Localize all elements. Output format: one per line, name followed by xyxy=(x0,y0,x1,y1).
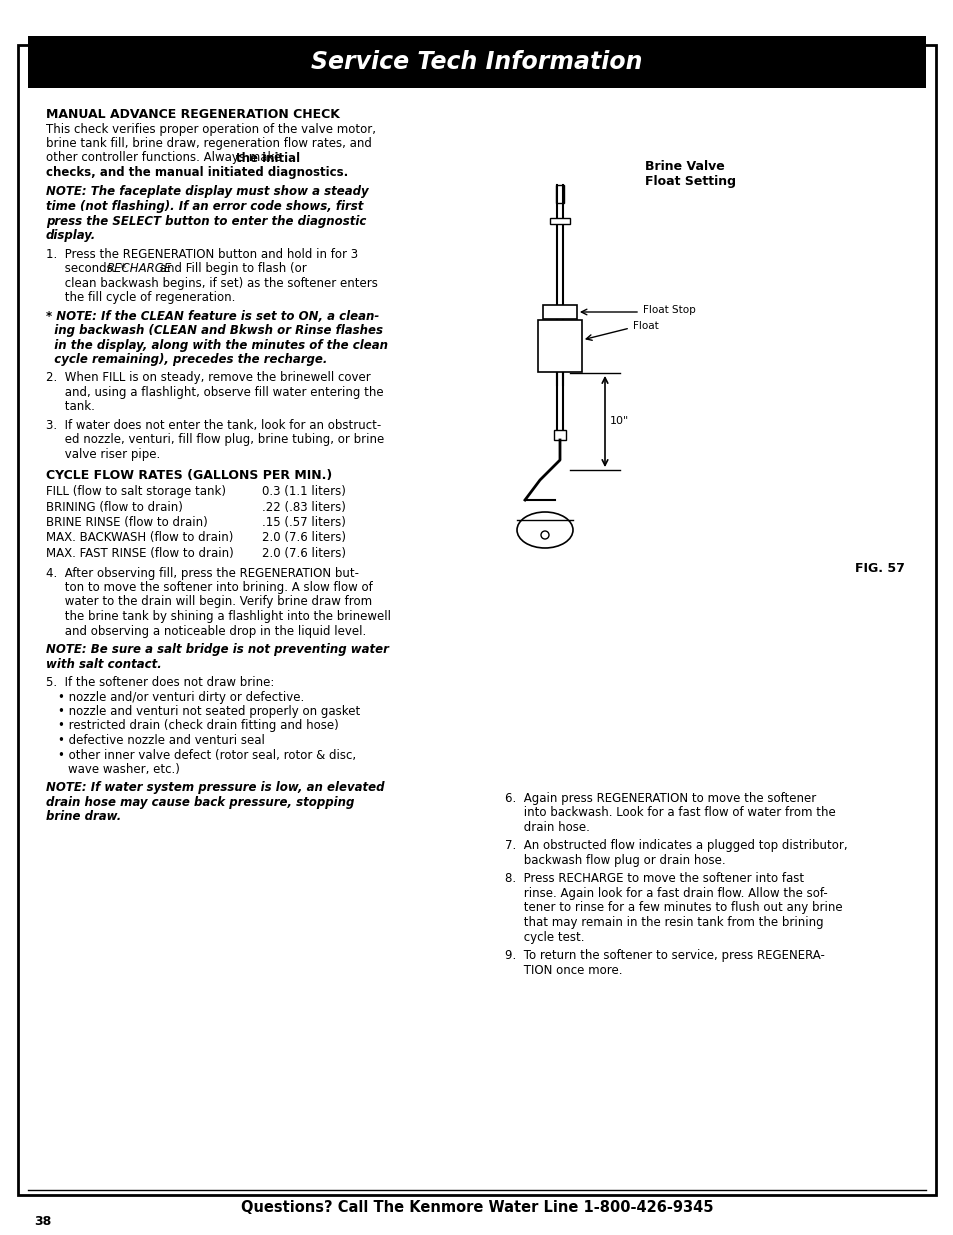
Circle shape xyxy=(540,531,548,538)
Text: Brine Valve
Float Setting: Brine Valve Float Setting xyxy=(644,161,735,188)
Text: 7.  An obstructed flow indicates a plugged top distributor,: 7. An obstructed flow indicates a plugge… xyxy=(504,840,846,852)
Text: wave washer, etc.): wave washer, etc.) xyxy=(68,763,180,776)
Text: drain hose.: drain hose. xyxy=(504,821,589,834)
Text: Service Tech Information: Service Tech Information xyxy=(311,49,642,74)
Text: ton to move the softener into brining. A slow flow of: ton to move the softener into brining. A… xyxy=(46,580,373,594)
Text: with salt contact.: with salt contact. xyxy=(46,657,162,671)
Text: • nozzle and/or venturi dirty or defective.: • nozzle and/or venturi dirty or defecti… xyxy=(58,690,304,704)
Text: clean backwash begins, if set) as the softener enters: clean backwash begins, if set) as the so… xyxy=(46,277,377,289)
Text: MAX. FAST RINSE (flow to drain): MAX. FAST RINSE (flow to drain) xyxy=(46,547,233,559)
Text: 0.3 (1.1 liters): 0.3 (1.1 liters) xyxy=(262,485,346,498)
Text: • other inner valve defect (rotor seal, rotor & disc,: • other inner valve defect (rotor seal, … xyxy=(58,748,355,762)
Text: brine draw.: brine draw. xyxy=(46,810,121,824)
Text: 8.  Press RECHARGE to move the softener into fast: 8. Press RECHARGE to move the softener i… xyxy=(504,872,803,885)
Text: 10": 10" xyxy=(609,416,629,426)
Text: MAX. BACKWASH (flow to drain): MAX. BACKWASH (flow to drain) xyxy=(46,531,233,545)
Text: 1.  Press the REGENERATION button and hold in for 3: 1. Press the REGENERATION button and hol… xyxy=(46,247,357,261)
Text: cycle remaining), precedes the recharge.: cycle remaining), precedes the recharge. xyxy=(46,353,327,366)
Text: ed nozzle, venturi, fill flow plug, brine tubing, or brine: ed nozzle, venturi, fill flow plug, brin… xyxy=(46,433,384,447)
Text: into backwash. Look for a fast flow of water from the: into backwash. Look for a fast flow of w… xyxy=(504,806,835,820)
Text: 4.  After observing fill, press the REGENERATION but-: 4. After observing fill, press the REGEN… xyxy=(46,567,358,579)
Text: brine tank fill, brine draw, regeneration flow rates, and: brine tank fill, brine draw, regeneratio… xyxy=(46,137,372,149)
Text: NOTE: The faceplate display must show a steady: NOTE: The faceplate display must show a … xyxy=(46,185,368,199)
Text: the fill cycle of regeneration.: the fill cycle of regeneration. xyxy=(46,291,235,304)
Text: 38: 38 xyxy=(34,1215,51,1228)
Bar xyxy=(28,36,925,88)
Text: NOTE: If water system pressure is low, an elevated: NOTE: If water system pressure is low, a… xyxy=(46,782,384,794)
Text: FIG. 57: FIG. 57 xyxy=(854,562,904,576)
Text: 9.  To return the softener to service, press REGENERA-: 9. To return the softener to service, pr… xyxy=(504,948,824,962)
Text: display.: display. xyxy=(46,228,96,242)
Text: 5.  If the softener does not draw brine:: 5. If the softener does not draw brine: xyxy=(46,676,274,689)
Text: ing backwash (CLEAN and Bkwsh or Rinse flashes: ing backwash (CLEAN and Bkwsh or Rinse f… xyxy=(46,324,382,337)
Text: cycle test.: cycle test. xyxy=(504,930,584,944)
Text: and Fill begin to flash (or: and Fill begin to flash (or xyxy=(156,262,307,275)
Text: Questions? Call The Kenmore Water Line 1-800-426-9345: Questions? Call The Kenmore Water Line 1… xyxy=(240,1200,713,1215)
Text: and observing a noticeable drop in the liquid level.: and observing a noticeable drop in the l… xyxy=(46,625,366,637)
Text: RECHARGE: RECHARGE xyxy=(107,262,172,275)
Text: tener to rinse for a few minutes to flush out any brine: tener to rinse for a few minutes to flus… xyxy=(504,902,841,914)
Text: • nozzle and venturi not seated properly on gasket: • nozzle and venturi not seated properly… xyxy=(58,705,360,718)
Text: tank.: tank. xyxy=(46,400,94,414)
Text: that may remain in the resin tank from the brining: that may remain in the resin tank from t… xyxy=(504,916,822,929)
Text: • restricted drain (check drain fitting and hose): • restricted drain (check drain fitting … xyxy=(58,720,338,732)
Text: press the SELECT button to enter the diagnostic: press the SELECT button to enter the dia… xyxy=(46,215,366,227)
Text: FILL (flow to salt storage tank): FILL (flow to salt storage tank) xyxy=(46,485,226,498)
Bar xyxy=(550,219,569,224)
Text: NOTE: Be sure a salt bridge is not preventing water: NOTE: Be sure a salt bridge is not preve… xyxy=(46,643,389,656)
Text: BRINING (flow to drain): BRINING (flow to drain) xyxy=(46,500,183,514)
Text: time (not flashing). If an error code shows, first: time (not flashing). If an error code sh… xyxy=(46,200,363,212)
Text: 2.0 (7.6 liters): 2.0 (7.6 liters) xyxy=(262,547,346,559)
Text: • defective nozzle and venturi seal: • defective nozzle and venturi seal xyxy=(58,734,265,747)
Text: Float Stop: Float Stop xyxy=(642,305,695,315)
Text: rinse. Again look for a fast drain flow. Allow the sof-: rinse. Again look for a fast drain flow.… xyxy=(504,887,827,900)
Text: water to the drain will begin. Verify brine draw from: water to the drain will begin. Verify br… xyxy=(46,595,372,609)
Bar xyxy=(556,185,563,203)
Text: backwash flow plug or drain hose.: backwash flow plug or drain hose. xyxy=(504,853,725,867)
Text: in the display, along with the minutes of the clean: in the display, along with the minutes o… xyxy=(46,338,388,352)
Text: seconds. *: seconds. * xyxy=(46,262,126,275)
Text: and, using a flashlight, observe fill water entering the: and, using a flashlight, observe fill wa… xyxy=(46,387,383,399)
Text: * NOTE: If the CLEAN feature is set to ON, a clean-: * NOTE: If the CLEAN feature is set to O… xyxy=(46,310,379,322)
Text: .15 (.57 liters): .15 (.57 liters) xyxy=(262,516,346,529)
Text: other controller functions. Always make: other controller functions. Always make xyxy=(46,152,285,164)
Text: the initial: the initial xyxy=(235,152,300,164)
Text: This check verifies proper operation of the valve motor,: This check verifies proper operation of … xyxy=(46,122,375,136)
Text: Float: Float xyxy=(633,321,659,331)
Text: the brine tank by shining a flashlight into the brinewell: the brine tank by shining a flashlight i… xyxy=(46,610,391,622)
Text: BRINE RINSE (flow to drain): BRINE RINSE (flow to drain) xyxy=(46,516,208,529)
Bar xyxy=(542,305,577,319)
Text: CYCLE FLOW RATES (GALLONS PER MIN.): CYCLE FLOW RATES (GALLONS PER MIN.) xyxy=(46,468,332,482)
Text: 2.  When FILL is on steady, remove the brinewell cover: 2. When FILL is on steady, remove the br… xyxy=(46,372,371,384)
Text: 3.  If water does not enter the tank, look for an obstruct-: 3. If water does not enter the tank, loo… xyxy=(46,419,381,432)
Text: MANUAL ADVANCE REGENERATION CHECK: MANUAL ADVANCE REGENERATION CHECK xyxy=(46,107,339,121)
Bar xyxy=(554,430,565,440)
Bar xyxy=(537,320,581,372)
Text: drain hose may cause back pressure, stopping: drain hose may cause back pressure, stop… xyxy=(46,797,354,809)
Ellipse shape xyxy=(517,513,573,548)
Text: .22 (.83 liters): .22 (.83 liters) xyxy=(262,500,346,514)
Text: 6.  Again press REGENERATION to move the softener: 6. Again press REGENERATION to move the … xyxy=(504,792,816,805)
Text: TION once more.: TION once more. xyxy=(504,963,622,977)
Text: 2.0 (7.6 liters): 2.0 (7.6 liters) xyxy=(262,531,346,545)
Text: valve riser pipe.: valve riser pipe. xyxy=(46,448,160,461)
Text: checks, and the manual initiated diagnostics.: checks, and the manual initiated diagnos… xyxy=(46,165,348,179)
